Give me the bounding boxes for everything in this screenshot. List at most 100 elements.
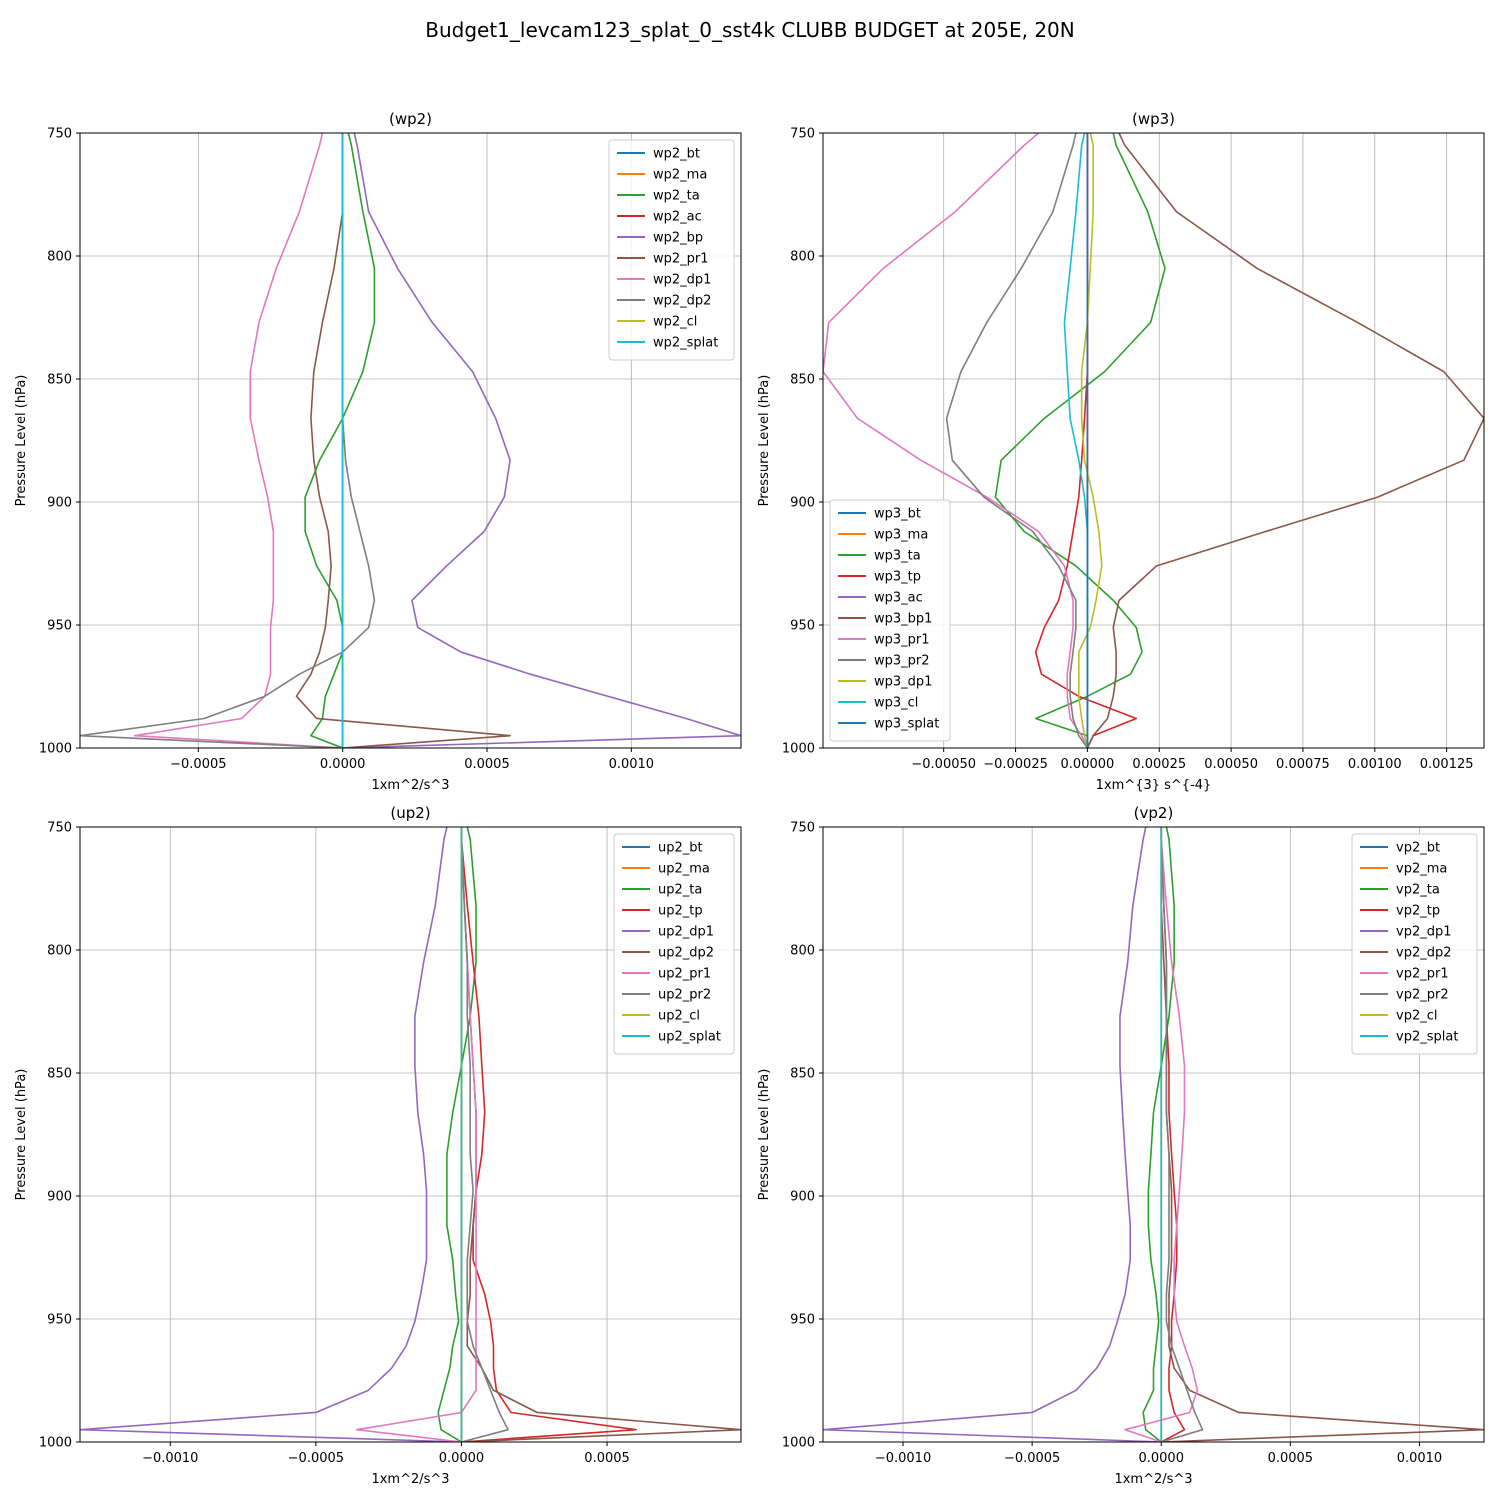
y-tick-label: 950: [47, 619, 72, 634]
axes-frame: [822, 826, 1485, 1443]
legend-label: wp3_cl: [874, 696, 918, 711]
x-tick-label: 0.0005: [464, 757, 510, 772]
x-axis-label: 1xm^{3} s^{-4}: [1096, 778, 1212, 793]
y-tick-label: 1000: [39, 1436, 72, 1451]
x-tick-label: 0.00000: [1061, 757, 1115, 772]
legend-label: wp3_bp1: [874, 612, 932, 627]
legend-label: wp2_dp2: [653, 294, 711, 309]
legend-label: wp2_cl: [653, 315, 697, 330]
series-line-wp3_pr1: [823, 133, 1089, 748]
series-line-up2_pr2: [460, 827, 509, 1442]
legend-label: wp2_ac: [653, 210, 702, 225]
series-lines: [823, 133, 1484, 748]
y-axis-label: Pressure Level (hPa): [757, 1069, 772, 1201]
series-line-up2_dp1: [80, 827, 462, 1442]
y-tick-label: 850: [47, 1067, 72, 1082]
y-tick-label: 850: [47, 373, 72, 388]
axes-frame: [822, 132, 1485, 749]
x-tick-label: 0.00100: [1348, 757, 1402, 772]
y-tick-label: 850: [790, 373, 815, 388]
y-tick-label: 1000: [39, 742, 72, 757]
x-tick-label: 0.0005: [584, 1451, 630, 1466]
legend-label: wp3_bt: [874, 507, 921, 522]
x-tick-label: −0.0005: [1004, 1451, 1060, 1466]
panel-4: −0.0010 −0.0005 0.0000 0.0005 0.0010 750 800 85…: [757, 804, 1485, 1487]
x-tick-label: −0.00050: [911, 757, 976, 772]
y-tick-label: 900: [47, 1190, 72, 1205]
legend-label: wp3_ta: [874, 549, 921, 564]
y-tick-label: 1000: [782, 742, 815, 757]
x-tick-label: 0.0000: [439, 1451, 485, 1466]
y-tick-label: 750: [47, 821, 72, 836]
x-tick-label: 0.0005: [1268, 1451, 1314, 1466]
series-lines: [823, 827, 1484, 1442]
y-tick-label: 1000: [782, 1436, 815, 1451]
legend-label: vp2_ta: [1396, 883, 1440, 898]
axes-frame: [79, 132, 742, 749]
legend-label: up2_dp1: [658, 925, 714, 940]
y-tick-label: 800: [47, 250, 72, 265]
y-tick-label: 800: [47, 944, 72, 959]
series-line-vp2_pr2: [1160, 827, 1204, 1442]
y-tick-label: 950: [790, 1313, 815, 1328]
y-tick-label: 900: [790, 496, 815, 511]
legend-label: up2_bt: [658, 841, 703, 856]
x-axis-label: 1xm^2/s^3: [371, 1472, 449, 1487]
legend-label: vp2_pr2: [1396, 988, 1449, 1003]
x-tick-label: −0.00025: [983, 757, 1048, 772]
legend-label: wp3_pr1: [874, 633, 930, 648]
y-tick-label: 900: [790, 1190, 815, 1205]
x-tick-label: 0.0000: [320, 757, 366, 772]
figure-title: Budget1_levcam123_splat_0_sst4k CLUBB BU…: [425, 18, 1075, 42]
series-line-vp2_dp1: [823, 827, 1162, 1442]
series-line-wp3_dp1: [1077, 133, 1103, 748]
y-axis-label: Pressure Level (hPa): [14, 1069, 29, 1201]
legend-label: vp2_dp1: [1396, 925, 1452, 940]
series-line-vp2_pr1: [1124, 827, 1199, 1442]
series-lines: [80, 133, 741, 748]
legend-label: up2_pr2: [658, 988, 711, 1003]
panel-2: −0.00050 −0.00025 0.00000 0.00025 0.00050 0.0…: [757, 110, 1485, 793]
x-tick-label: −0.0010: [875, 1451, 931, 1466]
y-tick-label: 900: [47, 496, 72, 511]
legend-label: wp2_dp1: [653, 273, 711, 288]
legend-label: wp2_bp: [653, 231, 703, 246]
panel-title: (wp3): [1132, 110, 1175, 128]
legend-label: wp3_ac: [874, 591, 923, 606]
legend-label: vp2_ma: [1396, 862, 1447, 877]
x-tick-label: −0.0010: [142, 1451, 198, 1466]
legend: wp2_bt wp2_ma wp2_ta wp2_ac wp2_bp wp2_pr1 wp2…: [608, 139, 735, 361]
y-tick-label: 750: [47, 127, 72, 142]
legend-label: up2_splat: [658, 1030, 721, 1045]
x-tick-label: 0.0010: [1397, 1451, 1443, 1466]
legend-label: up2_dp2: [658, 946, 714, 961]
legend-label: up2_ma: [658, 862, 710, 877]
series-lines: [80, 827, 741, 1442]
panel-title: (up2): [390, 804, 430, 822]
y-tick-label: 750: [790, 127, 815, 142]
legend-label: wp2_splat: [653, 336, 718, 351]
legend-label: wp3_pr2: [874, 654, 930, 669]
legend-label: vp2_splat: [1396, 1030, 1458, 1045]
y-tick-label: 800: [790, 944, 815, 959]
series-line-vp2_dp2: [1160, 827, 1484, 1442]
legend-label: wp3_ma: [874, 528, 928, 543]
legend-label: up2_tp: [658, 904, 703, 919]
x-axis-label: 1xm^2/s^3: [371, 778, 449, 793]
legend-label: wp2_pr1: [653, 252, 709, 267]
panel-1: −0.0005 0.0000 0.0005 0.0010 750 800 850 900 950…: [14, 110, 742, 793]
series-line-wp2_bp: [342, 133, 741, 748]
y-tick-label: 750: [790, 821, 815, 836]
x-tick-label: 0.0000: [1138, 1451, 1184, 1466]
y-tick-label: 800: [790, 250, 815, 265]
axes-frame: [79, 826, 742, 1443]
panel-title: (vp2): [1134, 804, 1174, 822]
panel-title: (wp2): [389, 110, 432, 128]
x-tick-label: 0.00050: [1204, 757, 1258, 772]
legend-label: up2_ta: [658, 883, 702, 898]
x-tick-label: 0.00125: [1420, 757, 1474, 772]
y-tick-label: 850: [790, 1067, 815, 1082]
x-tick-label: 0.0010: [609, 757, 655, 772]
y-tick-label: 950: [47, 1313, 72, 1328]
